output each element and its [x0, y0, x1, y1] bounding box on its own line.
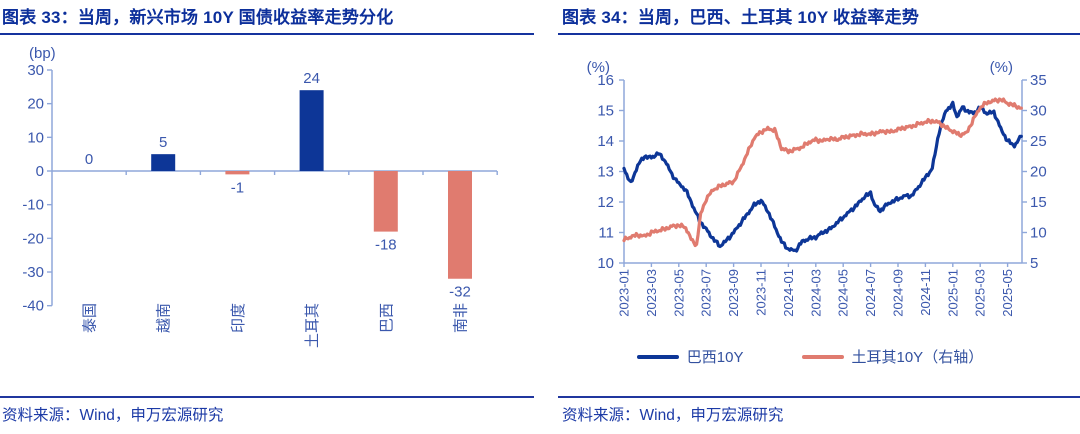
bar-value-label: 5: [159, 134, 167, 151]
x-tick-label: 2023-05: [671, 269, 686, 317]
figure-33-title: 图表 33：当周，新兴市场 10Y 国债收益率走势分化: [2, 8, 394, 27]
legend-label: 巴西10Y: [686, 349, 744, 366]
legend-item-turkey-10y: 土耳其10Y（右轴）: [801, 346, 984, 367]
left-y-tick-label: 13: [597, 164, 614, 181]
source-text: 资料来源：Wind，申万宏源研究: [2, 407, 224, 424]
source-text: 资料来源：Wind，申万宏源研究: [562, 407, 784, 424]
left-y-tick-label: 10: [597, 255, 614, 272]
x-tick-label: 2024-07: [863, 269, 878, 317]
source-divider: [558, 396, 1080, 398]
y-tick-label: -30: [22, 264, 44, 281]
bar-value-label: -18: [375, 237, 397, 254]
x-tick-label: 2024-11: [918, 269, 933, 316]
source-divider: [0, 396, 534, 398]
left-axis-unit-label: (%): [587, 59, 610, 76]
bar-南非: [448, 171, 472, 279]
x-tick-label: 2024-01: [781, 269, 796, 317]
emerging-market-10y-bar-chart: (bp)30 20 10 0 -10 -20 -30 -40 0 泰国 5 越南 -1 印度 24 土耳其 -1…: [22, 45, 498, 348]
right-y-tick-label: 15: [1030, 194, 1047, 211]
right-y-tick-label: 5: [1030, 255, 1038, 272]
legend-item-brazil-10y: 巴西10Y: [636, 346, 744, 367]
figure-34-panel: 图表 34：当周，巴西、土耳其 10Y 收益率走势 10 11 12 13 14 15 16…: [540, 0, 1080, 434]
figure-33-title-underline: 图表 33：当周，新兴市场 10Y 国债收益率走势分化: [0, 3, 534, 35]
figure-34-title-underline: 图表 34：当周，巴西、土耳其 10Y 收益率走势: [558, 3, 1080, 35]
right-axis-unit-label: (%): [990, 59, 1013, 76]
y-tick-label: 20: [27, 96, 44, 113]
x-tick-label: 2025-01: [945, 269, 960, 317]
left-y-tick-label: 15: [597, 103, 614, 120]
bar-category-label: 泰国: [82, 303, 99, 333]
right-y-tick-label: 25: [1030, 133, 1047, 150]
legend-label: 土耳其10Y（右轴）: [851, 349, 984, 366]
bar-value-label: -1: [231, 179, 244, 196]
x-tick-label: 2023-01: [617, 269, 632, 317]
legend-line-swatch: [801, 354, 844, 359]
series-line-turkey-10y: [622, 97, 1023, 248]
x-tick-label: 2023-09: [726, 269, 741, 317]
left-y-tick-label: 11: [598, 225, 614, 242]
bar-category-label: 越南: [156, 303, 173, 333]
bar-土耳其: [299, 90, 324, 171]
x-tick-label: 2023-07: [699, 269, 714, 317]
y-tick-label: 0: [36, 163, 44, 180]
bar-category-label: 土耳其: [304, 303, 321, 348]
bar-越南: [151, 154, 176, 171]
x-tick-label: 2024-09: [891, 269, 906, 317]
x-tick-label: 2024-05: [836, 269, 851, 317]
y-tick-label: 30: [27, 62, 44, 79]
x-tick-label: 2025-05: [1000, 269, 1015, 317]
left-y-tick-label: 14: [597, 133, 614, 150]
figure-33-panel: 图表 33：当周，新兴市场 10Y 国债收益率走势分化 (bp) 30 20 10 0 -…: [0, 3, 534, 424]
x-tick-label: 2024-03: [808, 269, 823, 317]
bar-category-label: 印度: [230, 303, 247, 333]
brazil-turkey-10y-line-chart: 10111213141516(%)5101520253035(%)2023-01…: [587, 59, 1047, 317]
y-tick-label: -10: [22, 197, 44, 214]
left-y-tick-label: 16: [597, 72, 614, 89]
y-tick-label: 10: [27, 129, 44, 146]
line-chart-legend: 巴西10Y 土耳其10Y（右轴）: [540, 346, 1080, 367]
right-y-tick-label: 30: [1030, 103, 1047, 120]
bar-value-label: 0: [85, 151, 93, 168]
right-y-tick-label: 10: [1030, 225, 1047, 242]
left-y-tick-label: 12: [597, 194, 614, 211]
bar-category-label: 南非: [453, 303, 470, 333]
figure-34-title: 图表 34：当周，巴西、土耳其 10Y 收益率走势: [562, 8, 920, 27]
y-tick-label: -40: [22, 298, 44, 315]
x-tick-label: 2025-03: [973, 269, 988, 317]
bar-巴西: [373, 171, 398, 232]
bar-unit-label: (bp): [29, 45, 56, 62]
series-line-brazil-10y: [622, 100, 1023, 253]
x-tick-label: 2023-11: [754, 269, 769, 316]
legend-line-swatch: [636, 354, 679, 359]
right-y-tick-label: 35: [1030, 72, 1047, 89]
x-tick-label: 2023-03: [644, 269, 659, 317]
y-tick-label: -20: [22, 230, 44, 247]
right-y-tick-label: 20: [1030, 164, 1047, 181]
bar-value-label: 24: [303, 70, 320, 87]
bar-category-label: 巴西: [378, 303, 395, 333]
bar-value-label: -32: [449, 284, 471, 301]
bar-印度: [225, 171, 250, 175]
